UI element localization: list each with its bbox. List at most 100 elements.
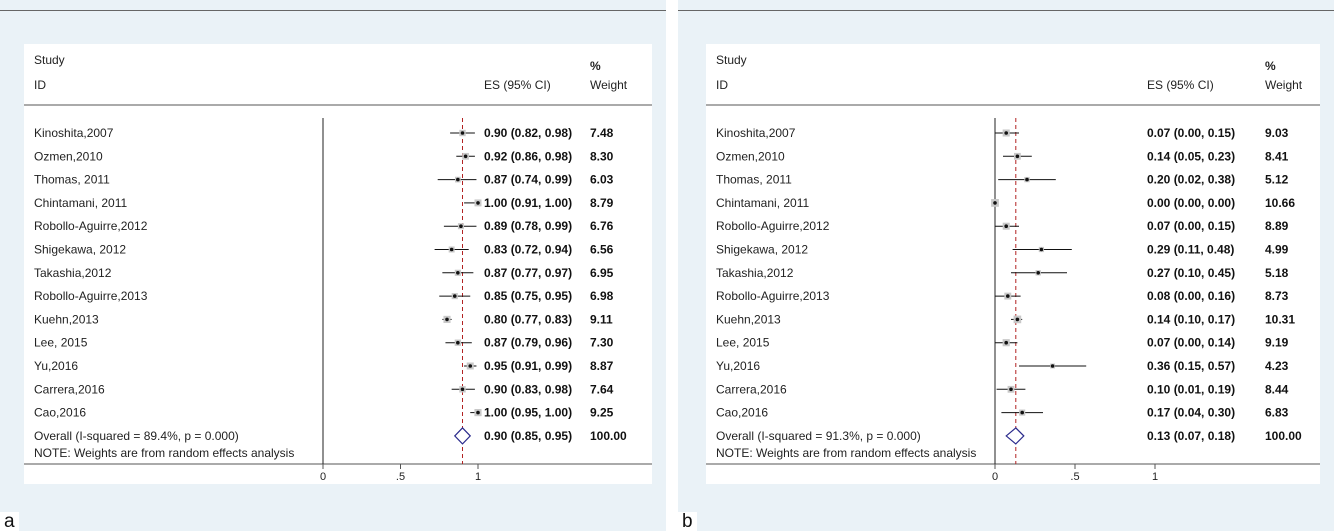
weight-text: 8.41 (1265, 149, 1289, 163)
point-estimate (1020, 410, 1024, 415)
weight-text: 6.03 (590, 173, 614, 187)
weight-text: 6.95 (590, 266, 614, 280)
effect-size-text: 0.83 (0.72, 0.94) (484, 243, 572, 257)
effect-size-text: 0.90 (0.83, 0.98) (484, 382, 572, 396)
header-weight: Weight (1265, 78, 1303, 92)
point-estimate (459, 224, 463, 228)
study-label: Shigekawa, 2012 (716, 243, 808, 257)
study-label: Takashia,2012 (34, 266, 112, 280)
weight-text: 9.03 (1265, 126, 1289, 140)
x-tick-label: 1 (475, 471, 481, 483)
effect-size-text: 0.14 (0.05, 0.23) (1147, 149, 1235, 163)
weight-text: 8.87 (590, 359, 614, 373)
point-estimate (476, 410, 480, 415)
point-estimate (1004, 340, 1008, 345)
study-label: Robollo-Aguirre,2012 (34, 219, 148, 233)
point-estimate (456, 340, 460, 345)
effect-size-text: 0.89 (0.78, 0.99) (484, 219, 572, 233)
weight-text: 5.12 (1265, 173, 1289, 187)
point-estimate (460, 387, 465, 392)
study-label: Kinoshita,2007 (716, 126, 796, 140)
effect-size-text: 0.07 (0.00, 0.15) (1147, 219, 1235, 233)
effect-size-text: 0.29 (0.11, 0.48) (1147, 243, 1234, 257)
point-estimate (445, 317, 449, 322)
study-label: Lee, 2015 (716, 336, 770, 350)
weight-text: 10.31 (1265, 312, 1295, 326)
study-label: Robollo-Aguirre,2013 (716, 289, 830, 303)
study-label: Chintamani, 2011 (34, 196, 127, 210)
effect-size-text: 0.27 (0.10, 0.45) (1147, 266, 1235, 280)
header-id: ID (34, 78, 46, 92)
effect-size-text: 0.92 (0.86, 0.98) (484, 149, 572, 163)
study-label: Robollo-Aguirre,2013 (34, 289, 148, 303)
effect-size-text: 1.00 (0.95, 1.00) (484, 406, 572, 420)
point-estimate (449, 247, 454, 252)
overall-weight-text: 100.00 (590, 429, 627, 443)
effect-size-text: 0.87 (0.79, 0.96) (484, 336, 572, 350)
study-label: Robollo-Aguirre,2012 (716, 219, 830, 233)
overall-label: Overall (I-squared = 91.3%, p = 0.000) (716, 429, 921, 443)
point-estimate (1050, 364, 1055, 368)
weight-text: 8.73 (1265, 289, 1289, 303)
effect-size-text: 1.00 (0.91, 1.00) (484, 196, 572, 210)
point-estimate (1036, 271, 1040, 275)
point-estimate (1015, 317, 1020, 322)
weight-text: 6.56 (590, 243, 614, 257)
header-study: Study (716, 53, 747, 67)
effect-size-text: 0.10 (0.01, 0.19) (1147, 382, 1235, 396)
effect-size-text: 0.87 (0.77, 0.97) (484, 266, 572, 280)
point-estimate (1039, 247, 1044, 252)
effect-size-text: 0.90 (0.82, 0.98) (484, 126, 572, 140)
weight-text: 7.30 (590, 336, 614, 350)
study-label: Ozmen,2010 (34, 149, 103, 163)
point-estimate (1015, 154, 1020, 159)
x-tick-label: .5 (396, 471, 405, 483)
study-label: Cao,2016 (34, 406, 86, 420)
study-label: Kuehn,2013 (716, 312, 781, 326)
weight-text: 8.30 (590, 149, 614, 163)
study-label: Thomas, 2011 (34, 173, 110, 187)
x-tick-label: 0 (320, 471, 326, 483)
effect-size-text: 0.20 (0.02, 0.38) (1147, 173, 1235, 187)
x-tick-label: .5 (1070, 471, 1079, 483)
effect-size-text: 0.08 (0.00, 0.16) (1147, 289, 1235, 303)
study-label: Chintamani, 2011 (716, 196, 809, 210)
weight-text: 6.83 (1265, 406, 1289, 420)
header-es: ES (95% CI) (1147, 78, 1214, 92)
point-estimate (1009, 387, 1013, 392)
forest-plot-a: Study ID ES (95% CI)% Weight Kinoshita,2007 0… (24, 53, 652, 483)
header-percent: % (1265, 59, 1276, 73)
study-label: Cao,2016 (716, 406, 768, 420)
effect-size-text: 0.87 (0.74, 0.99) (484, 173, 572, 187)
point-estimate (456, 177, 460, 182)
study-label: Thomas, 2011 (716, 173, 792, 187)
study-label: Yu,2016 (716, 359, 760, 373)
study-label: Ozmen,2010 (716, 149, 785, 163)
x-tick-label: 0 (992, 471, 998, 483)
study-label: Lee, 2015 (34, 336, 88, 350)
point-estimate (456, 271, 460, 275)
note-text: NOTE: Weights are from random effects an… (716, 446, 976, 460)
panel-top-border (0, 10, 666, 11)
panel-label: a (0, 512, 19, 531)
header-percent: % (590, 59, 601, 73)
effect-size-text: 0.95 (0.91, 0.99) (484, 359, 572, 373)
point-estimate (1004, 131, 1008, 135)
x-tick-label: 1 (1152, 471, 1158, 483)
forest-panel-a: Study ID ES (95% CI)% Weight Kinoshita,2007 0… (0, 0, 666, 531)
overall-diamond (1005, 427, 1025, 445)
point-estimate (476, 201, 480, 205)
weight-text: 7.64 (590, 382, 614, 396)
weight-text: 4.23 (1265, 359, 1289, 373)
effect-size-text: 0.00 (0.00, 0.00) (1147, 196, 1235, 210)
panel-label: b (678, 512, 697, 531)
study-label: Carrera,2016 (34, 382, 105, 396)
point-estimate (463, 154, 468, 159)
study-label: Yu,2016 (34, 359, 78, 373)
effect-size-text: 0.85 (0.75, 0.95) (484, 289, 572, 303)
forest-panel-b: Study ID ES (95% CI)% Weight Kinoshita,2007 0… (678, 0, 1334, 531)
header-weight: Weight (590, 78, 628, 92)
panel-top-border (678, 10, 1334, 11)
point-estimate (468, 364, 473, 368)
effect-size-text: 0.36 (0.15, 0.57) (1147, 359, 1235, 373)
